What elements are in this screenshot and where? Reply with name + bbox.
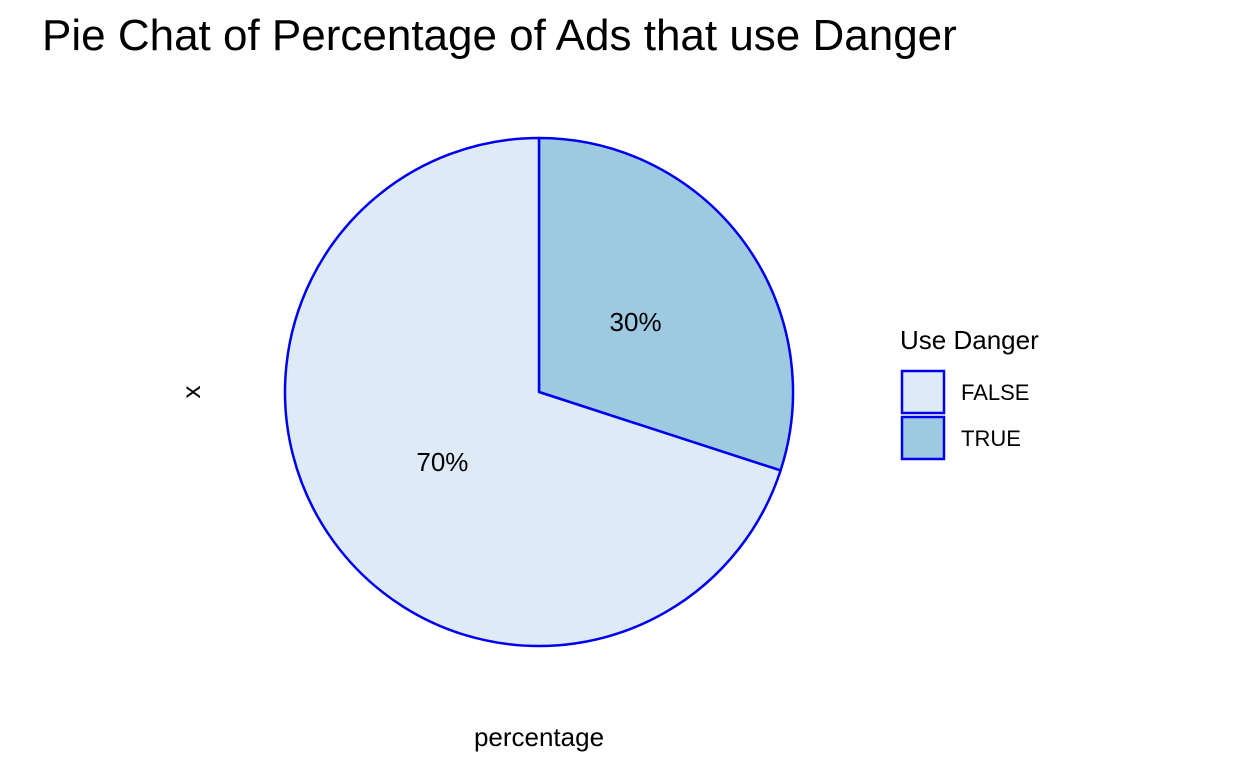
pie-slice-false xyxy=(283,136,782,648)
slice-label-false: 70% xyxy=(416,447,468,477)
legend-label-false: FALSE xyxy=(961,380,1029,405)
x-axis-label: percentage xyxy=(474,722,604,752)
legend-title: Use Danger xyxy=(900,325,1039,355)
y-axis-label: x xyxy=(176,386,206,399)
legend-label-true: TRUE xyxy=(961,426,1021,451)
chart-title: Pie Chat of Percentage of Ads that use D… xyxy=(42,11,957,60)
pie-slice-labels: 30% 70% xyxy=(416,307,661,477)
pie-slice-true xyxy=(537,136,795,472)
legend: Use Danger FALSE TRUE xyxy=(900,325,1039,461)
legend-swatch-true xyxy=(900,415,946,461)
pie-slices xyxy=(283,136,795,648)
slice-label-true: 30% xyxy=(610,307,662,337)
legend-items: FALSE TRUE xyxy=(900,369,1029,461)
legend-swatch-false xyxy=(900,369,946,415)
